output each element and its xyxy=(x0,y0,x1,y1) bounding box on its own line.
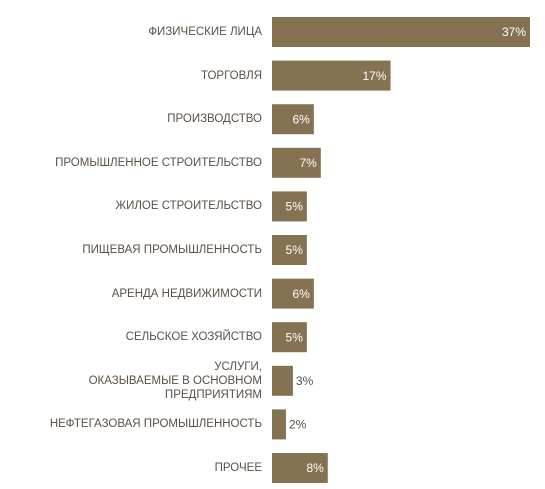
bar xyxy=(272,191,307,222)
category-label: ПРОМЫШЛЕННОЕ СТРОИТЕЛЬСТВО xyxy=(55,156,262,169)
bar xyxy=(272,60,391,91)
value-label: 8% xyxy=(306,461,324,475)
bar xyxy=(272,17,530,47)
value-label: 6% xyxy=(292,287,310,301)
category-label: ТОРГОВЛЯ xyxy=(200,69,262,82)
bar xyxy=(272,278,314,309)
value-label: 37% xyxy=(502,25,526,39)
category-label: УСЛУГИ, ОКАЗЫВАЕМЫЕ В ОСНОВНОМ ПРЕДПРИЯТ… xyxy=(88,360,262,401)
category-label: НЕФТЕГАЗОВАЯ ПРОМЫШЛЕННОСТЬ xyxy=(49,418,262,431)
value-label: 7% xyxy=(299,156,317,170)
bar xyxy=(272,235,307,265)
bar xyxy=(272,104,314,135)
category-label: ПРОИЗВОДСТВО xyxy=(167,113,262,126)
category-label: ЖИЛОЕ СТРОИТЕЛЬСТВО xyxy=(115,200,262,213)
bar xyxy=(272,322,307,353)
value-label: 5% xyxy=(286,243,304,257)
value-label: 5% xyxy=(286,200,304,214)
category-label: ФИЗИЧЕСКИЕ ЛИЦА xyxy=(148,26,262,38)
bar xyxy=(272,453,328,483)
category-label: ПИЩЕВАЯ ПРОМЫШЛЕННОСТЬ xyxy=(82,244,262,256)
bar xyxy=(272,365,293,396)
value-label: 5% xyxy=(286,330,304,344)
category-label: АРЕНДА НЕДВИЖИМОСТИ xyxy=(111,287,262,300)
bar xyxy=(272,409,286,440)
category-label: СЕЛЬСКОЕ ХОЗЯЙСТВО xyxy=(125,331,262,344)
value-label: 17% xyxy=(363,69,387,83)
value-label: 3% xyxy=(296,374,314,388)
bar xyxy=(272,147,321,178)
category-label: ПРОЧЕЕ xyxy=(214,462,262,474)
value-label: 2% xyxy=(289,418,307,432)
value-label: 6% xyxy=(292,112,310,126)
